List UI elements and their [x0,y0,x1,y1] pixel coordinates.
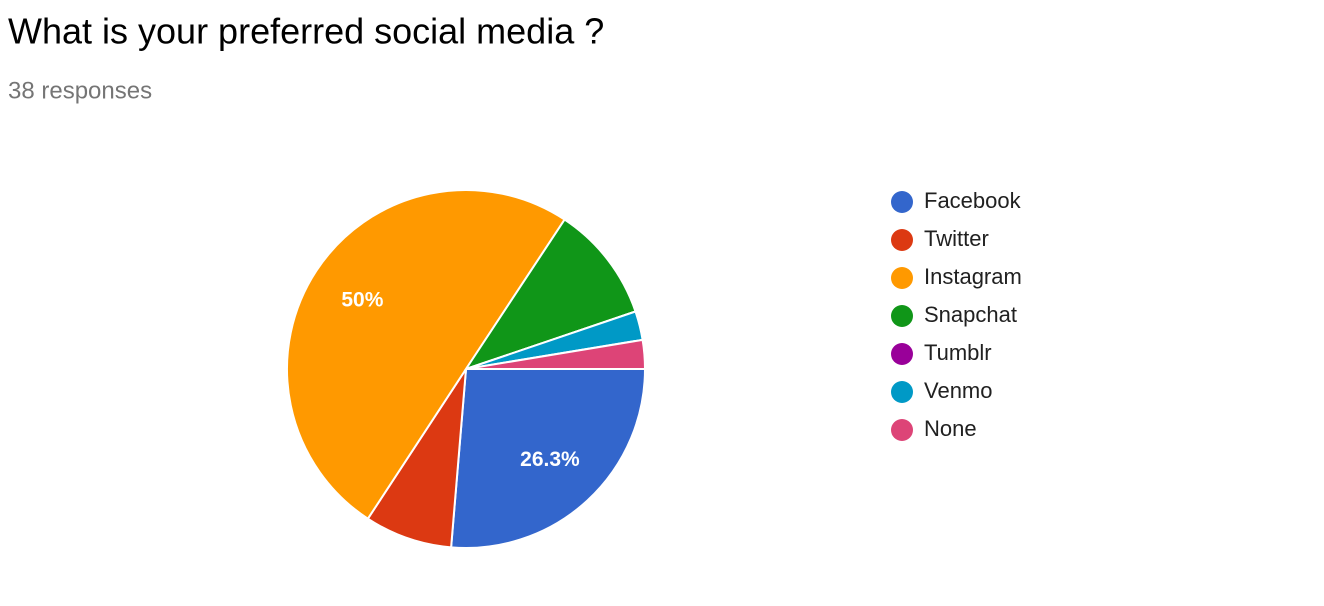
chart-title: What is your preferred social media ? [8,11,604,52]
slice-label: 26.3% [520,448,580,471]
pie-slice [285,189,566,521]
legend-swatch [891,343,913,365]
legend-label: Tumblr [924,340,992,365]
legend-swatch [891,191,913,213]
legend-swatch [891,381,913,403]
legend-swatch [891,305,913,327]
legend-label: Venmo [924,378,993,403]
pie-slice [465,338,647,370]
pie-slice [450,368,647,549]
legend-swatch [891,229,913,251]
legend-label: Twitter [924,226,989,251]
legend-label: Snapchat [924,302,1017,327]
legend-label: None [924,416,977,441]
legend-swatch [891,419,913,441]
pie-slice [463,218,637,371]
legend-label: Facebook [924,188,1022,213]
chart-subtitle: 38 responses [8,77,152,104]
legend-swatch [891,267,913,289]
legend-label: Instagram [924,264,1022,289]
slice-label: 50% [341,288,383,311]
